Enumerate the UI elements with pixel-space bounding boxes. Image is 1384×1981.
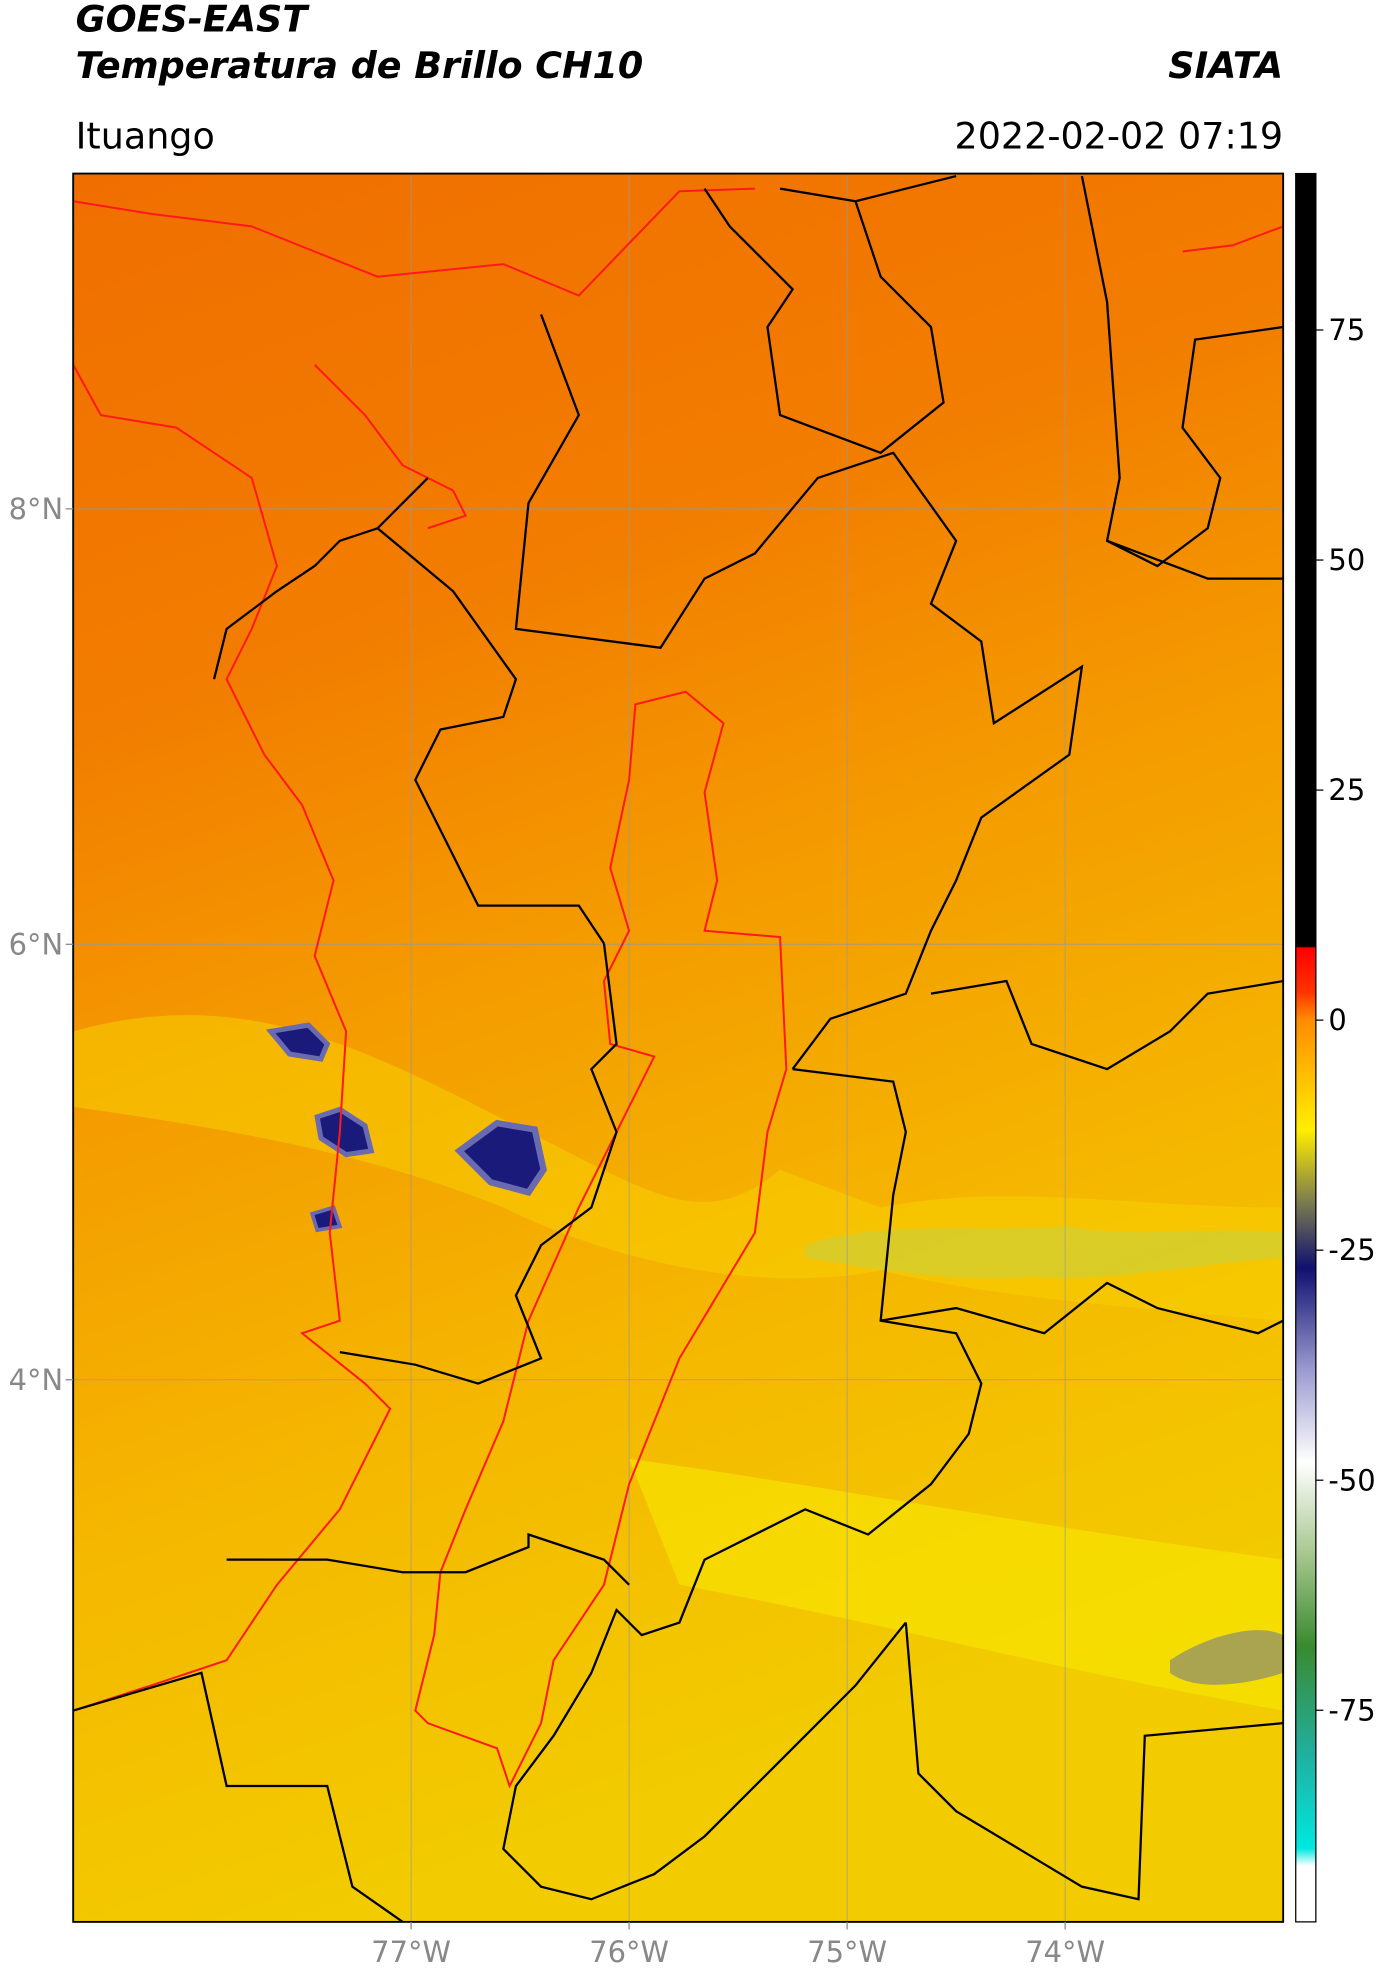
cloud bbox=[309, 1205, 343, 1233]
colorbar-tick-label: -75 bbox=[1328, 1693, 1375, 1727]
map-image bbox=[73, 173, 1284, 1922]
source: SIATA bbox=[1168, 44, 1283, 87]
subtitle: Temperatura de Brillo CH10 bbox=[76, 44, 644, 87]
borders bbox=[73, 174, 1284, 1922]
title: GOES-EAST bbox=[76, 0, 311, 40]
x-tick-label: 74°W bbox=[1025, 1935, 1105, 1969]
cloud bbox=[454, 1119, 547, 1196]
x-tick-label: 77°W bbox=[371, 1935, 451, 1969]
map-frame bbox=[72, 172, 1285, 1923]
y-tick-label: 4°N bbox=[9, 1363, 63, 1397]
datetime: 2022-02-02 07:19 bbox=[955, 114, 1284, 157]
colorbar-tick-label: 25 bbox=[1328, 773, 1365, 807]
cloud bbox=[314, 1106, 375, 1158]
cloud bbox=[1169, 1630, 1284, 1685]
colorbar-tick-label: -25 bbox=[1328, 1233, 1375, 1267]
grid bbox=[73, 173, 1284, 1922]
colorbar-tick-label: 0 bbox=[1328, 1003, 1346, 1037]
cold-band bbox=[805, 1226, 1284, 1279]
colorbar bbox=[1295, 172, 1317, 1923]
cloud bbox=[265, 1022, 331, 1062]
cold-band bbox=[629, 1459, 1284, 1711]
x-tick-label: 76°W bbox=[589, 1935, 669, 1969]
x-tick-label: 75°W bbox=[807, 1935, 887, 1969]
y-tick-label: 8°N bbox=[9, 492, 63, 526]
colorbar-tick-label: -50 bbox=[1328, 1463, 1375, 1497]
colorbar-tick-label: 50 bbox=[1328, 543, 1365, 577]
y-tick-label: 6°N bbox=[9, 927, 63, 961]
colorbar-tick-label: 75 bbox=[1328, 313, 1365, 347]
location: Ituango bbox=[76, 114, 215, 157]
